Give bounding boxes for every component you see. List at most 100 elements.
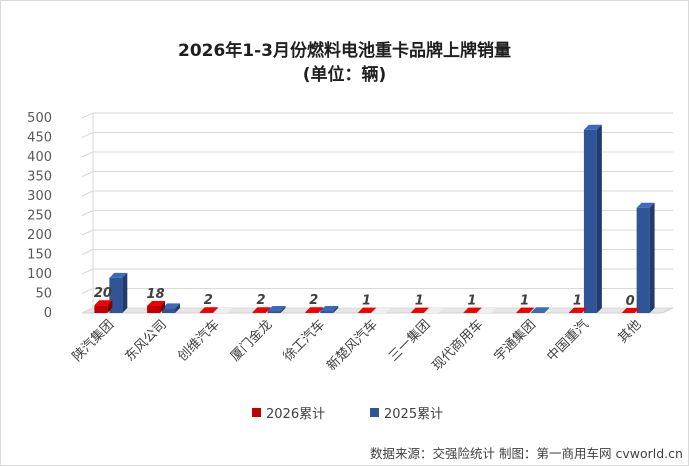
y-tick-label: 0 (44, 306, 52, 321)
data-label-2026: 2 (257, 293, 266, 308)
legend-label-2025: 2025累计 (384, 407, 444, 422)
bar-2025-top (267, 306, 286, 312)
chart-subtitle: (单位：辆) (302, 65, 387, 85)
gridline-side (81, 249, 94, 255)
bar-2026-side (212, 307, 218, 313)
bar-2025-front (320, 311, 334, 313)
data-label-2026: 2 (309, 293, 318, 308)
data-label-2026: 20 (94, 286, 112, 301)
data-label-2026: 2 (204, 293, 213, 308)
legend-swatch-2026 (252, 408, 261, 417)
bar-2025-top (109, 272, 128, 278)
gridline-side (81, 268, 94, 275)
bar-2026-side (107, 300, 113, 313)
gridline-side (81, 190, 94, 197)
bar-2026-side (529, 307, 535, 313)
y-tick-label: 500 (27, 111, 52, 126)
bar-2025-top (162, 303, 181, 309)
y-tick-label: 350 (27, 170, 52, 185)
bar-2026-top (252, 307, 271, 313)
data-label-2026: 0 (626, 294, 635, 309)
bar-2026-side (265, 307, 271, 313)
y-tick-label: 50 (35, 287, 52, 302)
bar-2025-side (649, 202, 655, 313)
bar-2025-top (478, 308, 497, 313)
data-label-2026: 18 (147, 287, 165, 302)
bar-2026-side (476, 307, 482, 313)
bar-2025-front (109, 277, 123, 313)
legend-item-2026: 2026累计 (252, 403, 325, 422)
chart-title: 2026年1-3月份燃料电池重卡品牌上牌销量 (177, 41, 512, 61)
x-tick-label: 陕汽集团 (69, 317, 117, 365)
x-tick-label: 徐工汽车 (280, 317, 328, 365)
bar-2026-side (160, 300, 166, 313)
x-tick-label: 创维汽车 (175, 317, 223, 365)
bar-2026-top (410, 307, 429, 313)
data-label-2026: 1 (467, 294, 476, 309)
x-tick-label: 现代商用车 (429, 317, 486, 374)
bar-2025-front (636, 207, 650, 313)
bar-2025-side (280, 306, 286, 313)
data-label-2026: 1 (415, 294, 424, 309)
x-tick-label: 其他 (615, 317, 644, 346)
x-tick-label: 宇通集团 (491, 317, 539, 365)
source-note: 数据来源：交强险统计 制图：第一商用车网 cvworld.cn (370, 446, 683, 461)
bar-2025-side (122, 272, 128, 313)
bar-2026-side (371, 307, 376, 313)
y-tick-label: 200 (27, 228, 52, 243)
bar-2025-front (583, 129, 597, 313)
data-label-2026: 1 (362, 294, 371, 309)
bar-2026-top (516, 307, 535, 313)
gridline-side (81, 112, 94, 119)
y-tick-label: 100 (27, 267, 52, 282)
legend-label-2026: 2026累计 (266, 407, 326, 422)
bar-2026-side (581, 307, 587, 313)
bar-2025-front (531, 312, 545, 313)
bar-2026-side (423, 307, 429, 313)
gridline-side (81, 229, 94, 236)
data-label-2026: 1 (520, 294, 529, 309)
bar-2025-front (267, 311, 281, 313)
bar-2026-top (305, 307, 324, 313)
bar-2026-top (94, 300, 113, 306)
gridline-side (81, 171, 94, 177)
x-tick-label: 厦门金龙 (227, 317, 275, 365)
bar-2026-front (252, 312, 266, 313)
bar-2026-top (463, 307, 482, 313)
data-label-2026: 1 (573, 294, 582, 309)
bar-2025-side (175, 303, 181, 313)
x-tick-label: 东风公司 (123, 317, 170, 364)
bar-2025-side (544, 307, 550, 313)
y-tick-label: 400 (27, 150, 52, 165)
y-tick-label: 300 (27, 189, 52, 204)
gridline-side (81, 151, 94, 158)
y-tick-label: 150 (27, 248, 52, 263)
bar-2025-side (596, 124, 602, 313)
bar-2026-top (621, 308, 640, 313)
legend-swatch-2025 (370, 408, 379, 417)
x-tick-label: 中国重汽 (544, 317, 592, 365)
bar-2026-top (199, 307, 218, 313)
bar-2026-side (318, 307, 324, 313)
bar-2025-top (583, 124, 602, 130)
gridline-side (81, 210, 94, 216)
gridline-side (81, 288, 94, 294)
bar-2025-top (636, 202, 655, 208)
bar-2025-top (373, 308, 391, 313)
bar-2025-top (214, 308, 233, 313)
legend-item-2025: 2025累计 (370, 403, 443, 422)
bar-2026-front (199, 312, 213, 313)
bar-2026-front (94, 305, 108, 313)
bar-2026-top (358, 307, 376, 313)
y-tick-label: 250 (27, 209, 52, 224)
bar-2026-front (305, 312, 319, 313)
gridline-side (81, 132, 94, 138)
bar-2026-front (147, 305, 161, 313)
bar-2025-top (531, 307, 550, 313)
bar-2025-top (425, 308, 444, 313)
x-tick-label: 新楚风汽车 (324, 317, 381, 374)
y-tick-label: 450 (27, 131, 52, 146)
x-tick-label: 三一集团 (385, 317, 433, 365)
